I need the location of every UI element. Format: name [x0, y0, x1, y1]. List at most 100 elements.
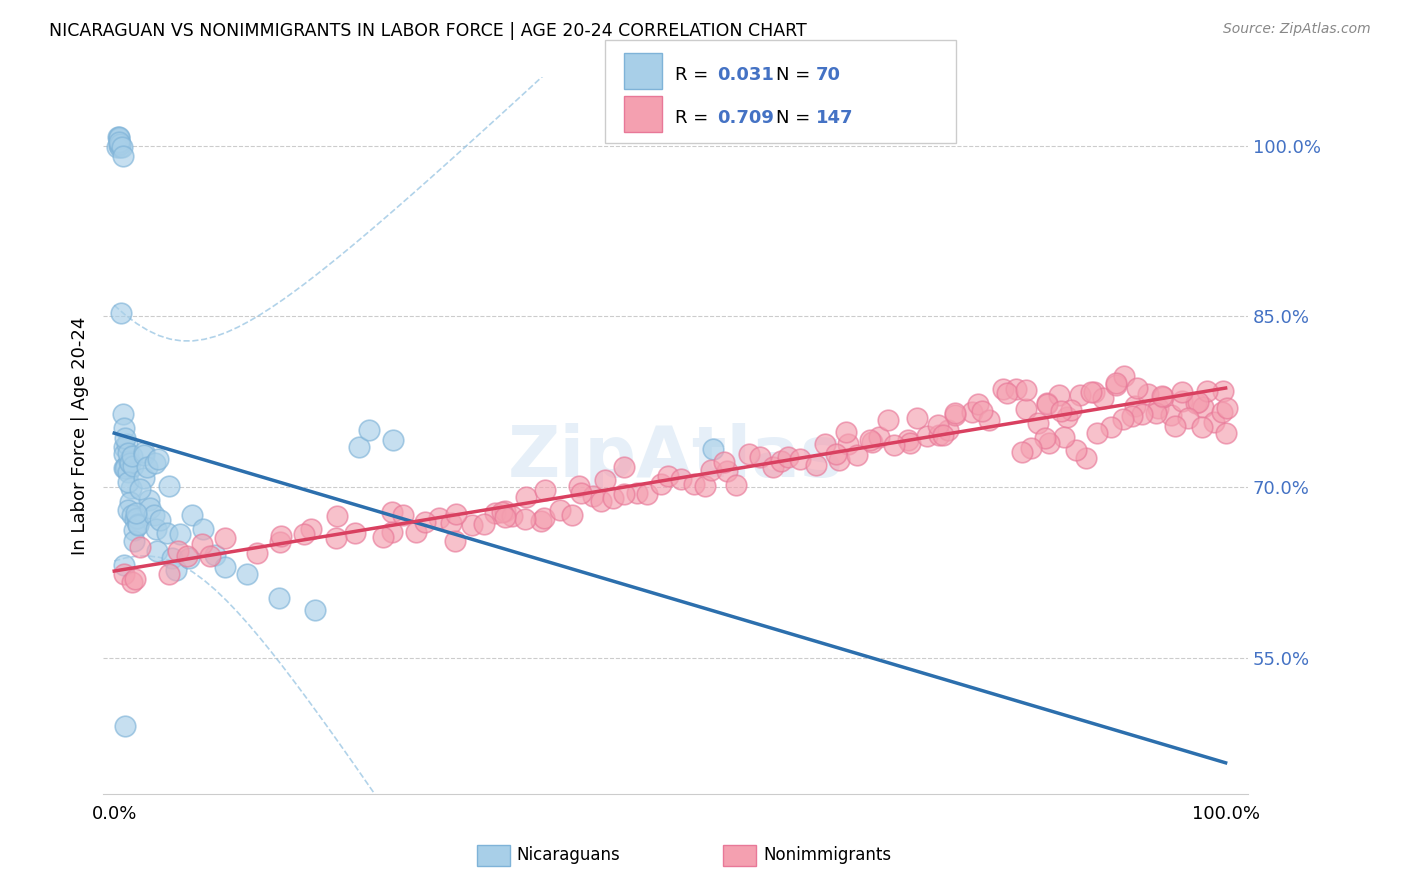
Point	[1050, 403, 1073, 417]
Point	[748, 450, 770, 465]
Point	[145, 523, 167, 537]
Point	[115, 458, 138, 473]
Point	[1147, 401, 1170, 415]
Point	[770, 454, 793, 468]
Point	[669, 472, 692, 486]
Point	[897, 433, 920, 447]
Point	[193, 522, 215, 536]
Point	[828, 453, 851, 467]
Point	[122, 534, 145, 549]
Point	[165, 564, 187, 578]
Point	[157, 567, 180, 582]
Point	[1069, 388, 1091, 402]
Point	[860, 435, 883, 450]
Point	[1125, 381, 1147, 395]
Point	[127, 517, 149, 532]
Point	[117, 475, 139, 490]
Point	[107, 130, 129, 145]
Point	[444, 534, 467, 549]
Point	[117, 446, 139, 460]
Point	[737, 447, 759, 461]
Point	[1177, 411, 1199, 425]
Text: N =: N =	[776, 109, 815, 127]
Point	[1104, 377, 1126, 392]
Point	[460, 517, 482, 532]
Point	[533, 511, 555, 525]
Point	[693, 479, 716, 493]
Point	[589, 493, 612, 508]
Point	[582, 489, 605, 503]
Point	[167, 544, 190, 558]
Point	[129, 482, 152, 496]
Text: Source: ZipAtlas.com: Source: ZipAtlas.com	[1223, 22, 1371, 37]
Point	[1080, 384, 1102, 399]
Point	[112, 421, 135, 435]
Text: 147: 147	[815, 109, 853, 127]
Point	[122, 459, 145, 474]
Text: 70: 70	[815, 66, 841, 84]
Point	[1136, 387, 1159, 401]
Point	[117, 465, 139, 479]
Point	[970, 404, 993, 418]
Point	[1033, 431, 1056, 445]
Point	[112, 447, 135, 461]
Point	[1085, 426, 1108, 441]
Point	[1091, 391, 1114, 405]
Point	[121, 575, 143, 590]
Point	[111, 149, 134, 163]
Point	[146, 544, 169, 558]
Point	[112, 566, 135, 581]
Point	[548, 503, 571, 517]
Point	[1171, 384, 1194, 399]
Point	[1064, 442, 1087, 457]
Point	[132, 448, 155, 462]
Point	[494, 509, 516, 524]
Point	[1150, 389, 1173, 403]
Point	[1083, 385, 1105, 400]
Point	[859, 434, 882, 448]
Point	[1191, 420, 1213, 434]
Point	[269, 591, 291, 606]
Point	[1185, 395, 1208, 409]
Point	[1170, 394, 1192, 409]
Point	[991, 382, 1014, 396]
Point	[1056, 409, 1078, 424]
Text: N =: N =	[776, 66, 815, 84]
Point	[931, 427, 953, 442]
Point	[962, 405, 984, 419]
Point	[927, 418, 949, 433]
Point	[569, 486, 592, 500]
Point	[118, 454, 141, 468]
Point	[269, 535, 291, 549]
Point	[1144, 406, 1167, 420]
Point	[214, 560, 236, 574]
Point	[149, 513, 172, 527]
Point	[724, 478, 747, 492]
Text: R =: R =	[675, 66, 714, 84]
Point	[834, 425, 856, 439]
Point	[357, 423, 380, 437]
Point	[837, 436, 859, 450]
Point	[824, 447, 846, 461]
Point	[1005, 383, 1028, 397]
Point	[1015, 383, 1038, 397]
Point	[127, 517, 149, 532]
Point	[1028, 416, 1050, 430]
Point	[325, 508, 347, 523]
Point	[1197, 384, 1219, 399]
Text: Nonimmigrants: Nonimmigrants	[763, 847, 891, 864]
Point	[1105, 376, 1128, 390]
Point	[148, 452, 170, 467]
Point	[979, 413, 1001, 427]
Point	[501, 509, 523, 524]
Point	[1187, 395, 1209, 409]
Point	[1121, 409, 1143, 423]
Point	[494, 504, 516, 518]
Point	[405, 525, 427, 540]
Point	[898, 436, 921, 450]
Point	[108, 130, 131, 145]
Point	[683, 477, 706, 491]
Point	[115, 437, 138, 451]
Point	[657, 468, 679, 483]
Point	[200, 549, 222, 563]
